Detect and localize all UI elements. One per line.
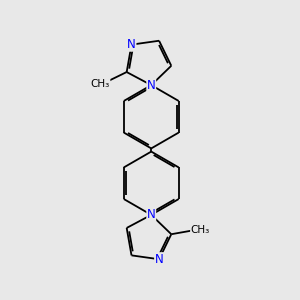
Text: CH₃: CH₃ [190, 225, 210, 235]
Text: N: N [155, 253, 164, 266]
Text: N: N [147, 208, 156, 221]
Text: N: N [147, 79, 156, 92]
Text: N: N [127, 38, 136, 51]
Text: CH₃: CH₃ [91, 79, 110, 88]
